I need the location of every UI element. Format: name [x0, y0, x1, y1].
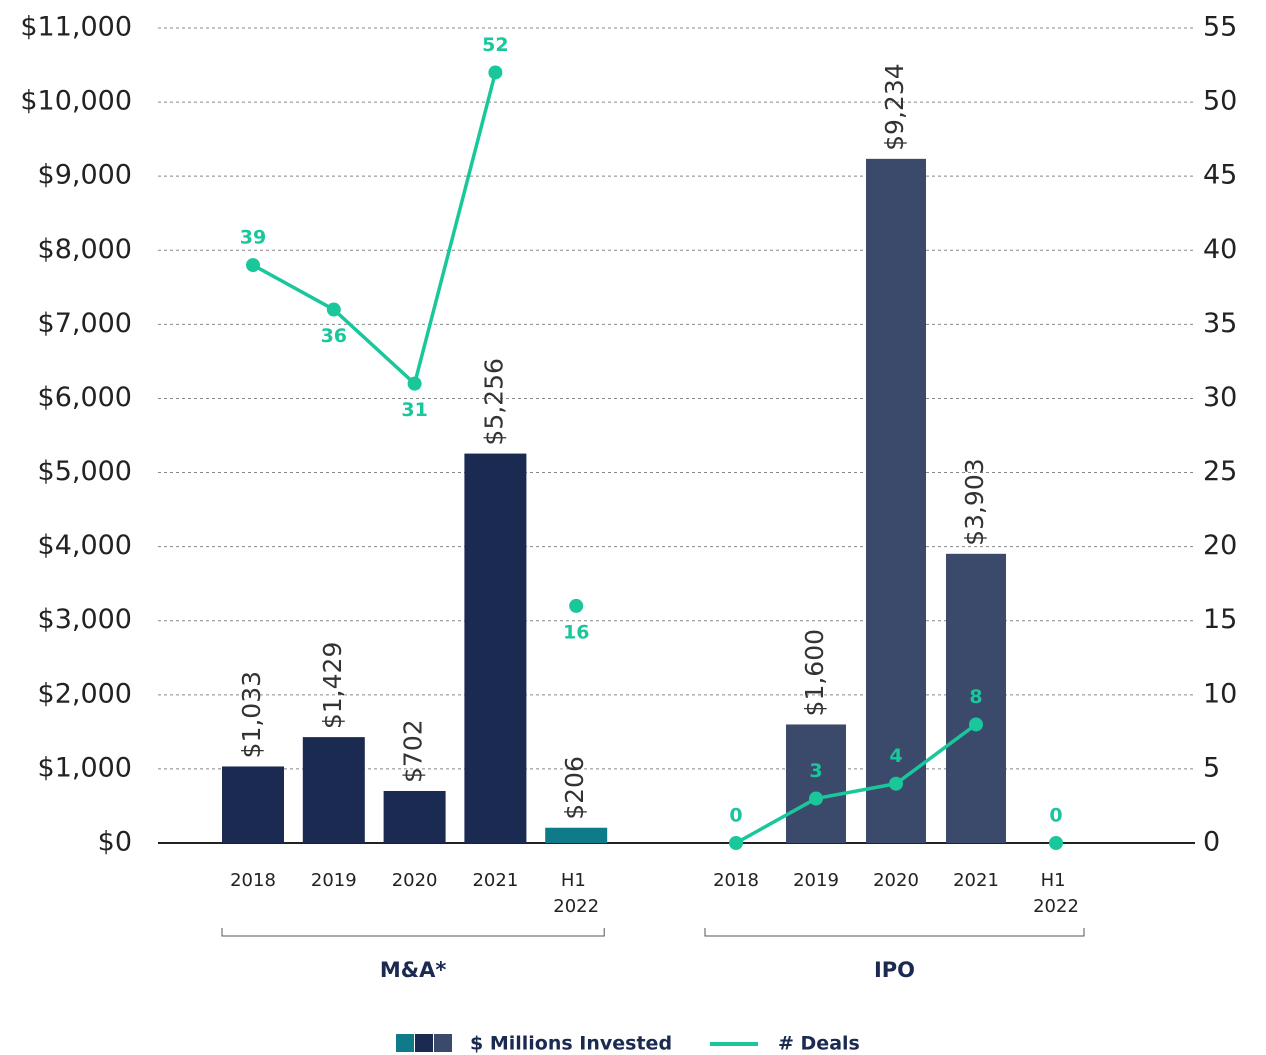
deals-point: [246, 258, 260, 273]
bar-value-label: $5,256: [479, 358, 508, 445]
x-tick-label: 2021: [953, 870, 999, 891]
bar: [786, 724, 846, 843]
y2-tick-label: 55: [1203, 12, 1237, 43]
deals-point: [809, 791, 823, 806]
deals-point: [407, 376, 422, 391]
y2-tick-label: 0: [1203, 827, 1220, 858]
legend-swatch: [415, 1034, 433, 1052]
x-tick-label-line: 2022: [1033, 896, 1079, 917]
y2-tick-label: 35: [1203, 308, 1237, 339]
y2-tick-label: 40: [1203, 234, 1237, 265]
y-tick-label: $9,000: [38, 160, 132, 191]
x-tick-label: 2018: [230, 870, 276, 891]
y-tick-label: $0: [98, 827, 132, 858]
deals-point: [1049, 836, 1063, 850]
x-tick-label: 2021: [472, 870, 518, 891]
deals-label: 0: [729, 805, 742, 827]
y-tick-label: $11,000: [20, 12, 132, 43]
deals-label: 52: [482, 34, 508, 56]
y-tick-label: $10,000: [20, 86, 132, 117]
y-tick-label: $3,000: [38, 604, 132, 635]
group-label: IPO: [874, 958, 915, 982]
bar-value-label: $1,600: [800, 629, 829, 716]
deals-point: [569, 598, 584, 613]
y-tick-label: $2,000: [38, 678, 132, 709]
deals-label: 36: [321, 325, 347, 347]
x-tick-label: 2020: [873, 870, 919, 891]
legend-label: # Deals: [778, 1033, 860, 1055]
deals-line: [735, 723, 978, 845]
deals-label: 0: [1049, 805, 1062, 827]
deals-point: [889, 776, 903, 791]
group-bracket: [704, 928, 1085, 937]
x-tick-label-line: H1: [561, 870, 592, 891]
x-tick-label: H1 2022: [1033, 870, 1079, 917]
y-tick-label: $1,000: [38, 752, 132, 783]
x-tick-label: 2019: [311, 870, 357, 891]
deals-line: [252, 72, 498, 387]
deals-point: [488, 65, 503, 80]
bar: [545, 827, 608, 843]
y-tick-label: $6,000: [38, 382, 132, 413]
bar: [383, 790, 446, 843]
y-tick-label: $4,000: [38, 530, 132, 561]
bar-value-label: $9,234: [880, 63, 909, 150]
group-bracket: [221, 928, 605, 937]
bar-value-label: $1,033: [237, 671, 266, 758]
y2-tick-label: 45: [1203, 160, 1237, 191]
deals-label: 16: [563, 621, 589, 643]
deals-label: 8: [969, 686, 982, 708]
y-tick-label: $8,000: [38, 234, 132, 265]
x-tick-label: H1 2022: [553, 870, 599, 917]
deals-label: 39: [240, 227, 266, 249]
legend-swatch: [434, 1034, 452, 1052]
deals-point: [969, 717, 983, 732]
legend-label: $ Millions Invested: [470, 1033, 672, 1055]
x-tick-label-line: H1: [1041, 870, 1072, 891]
y-tick-label: $5,000: [38, 456, 132, 487]
x-tick-label-line: 2022: [553, 896, 599, 917]
x-tick-label: 2020: [392, 870, 438, 891]
y-tick-label: $7,000: [38, 308, 132, 339]
y2-tick-label: 30: [1203, 382, 1237, 413]
y2-tick-label: 50: [1203, 86, 1237, 117]
y2-tick-label: 25: [1203, 456, 1237, 487]
y2-tick-label: 5: [1203, 752, 1220, 783]
legend-swatch: [396, 1034, 414, 1052]
bar: [946, 553, 1006, 843]
y2-tick-label: 15: [1203, 604, 1237, 635]
deals-label: 31: [401, 399, 427, 421]
deals-point: [729, 836, 743, 850]
y2-tick-label: 10: [1203, 678, 1237, 709]
bar: [866, 158, 926, 843]
x-tick-label: 2019: [793, 870, 839, 891]
bar-value-label: $1,429: [318, 642, 347, 729]
bar-value-label: $206: [560, 756, 589, 820]
bar: [222, 766, 284, 843]
y2-tick-label: 20: [1203, 530, 1237, 561]
deals-label: 3: [809, 760, 822, 782]
bar-value-label: $702: [399, 719, 428, 783]
bar: [464, 453, 527, 843]
deals-label: 4: [889, 745, 902, 767]
bar-value-label: $3,903: [960, 458, 989, 545]
x-tick-label: 2018: [713, 870, 759, 891]
bar: [302, 737, 365, 843]
group-label: M&A*: [380, 958, 446, 982]
deals-point: [326, 302, 341, 317]
